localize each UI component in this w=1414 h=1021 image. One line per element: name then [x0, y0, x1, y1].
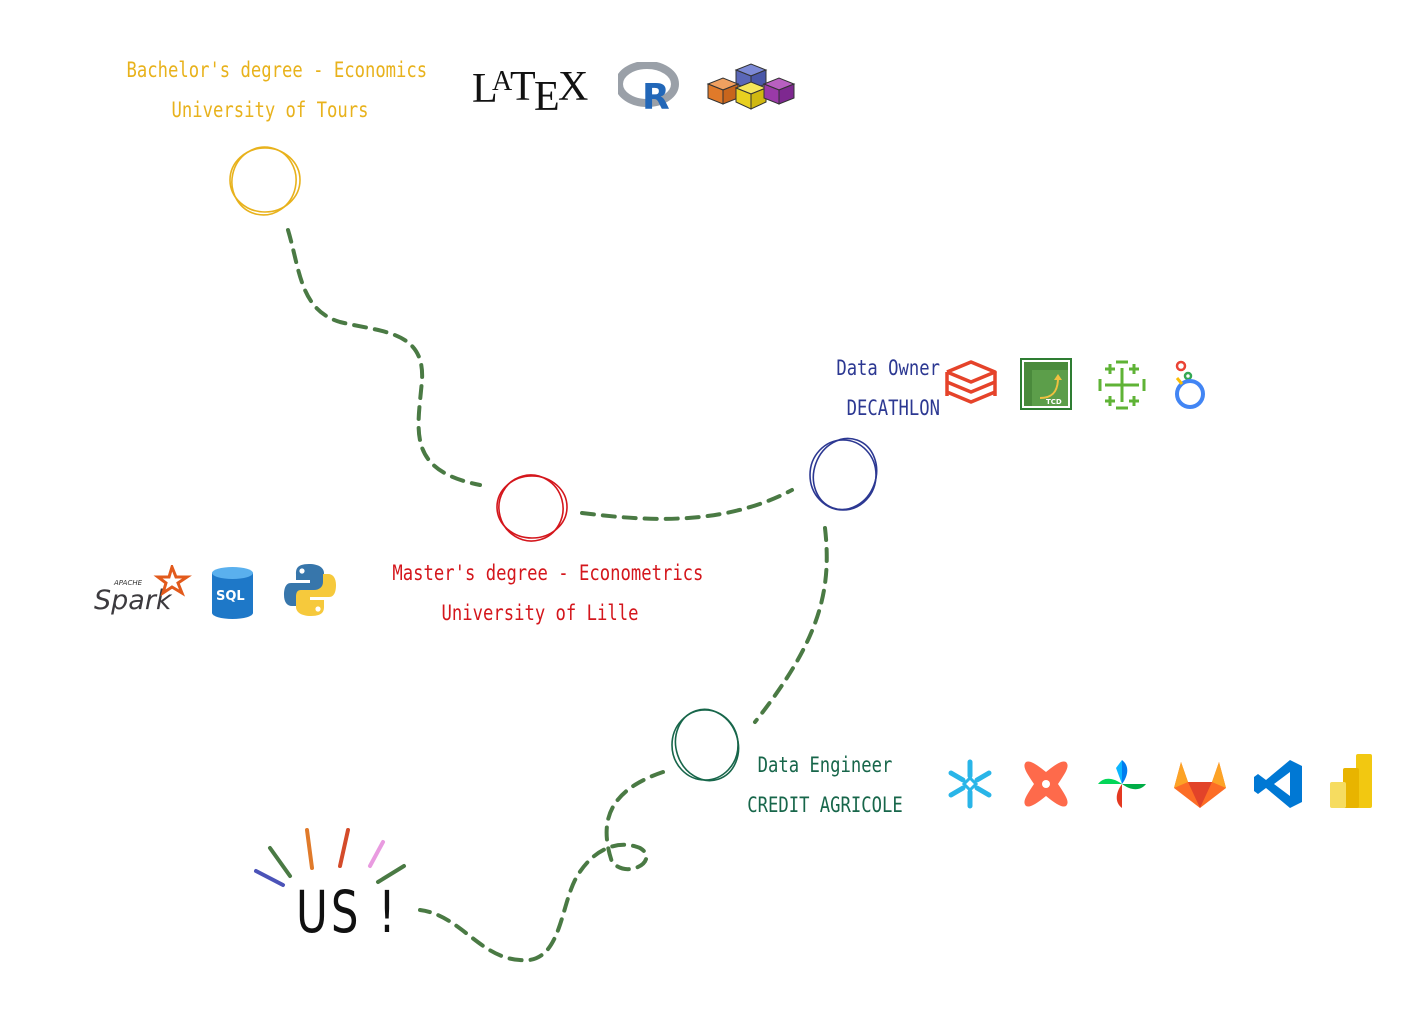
svg-text:E: E	[534, 74, 560, 115]
owner-role: Data Owner	[836, 356, 940, 380]
svg-text:L: L	[472, 66, 498, 112]
gitlab-logo	[1172, 758, 1228, 810]
databricks-logo	[945, 360, 997, 410]
engineer-role: Data Engineer	[757, 753, 893, 777]
milestone-master: Master's degree - Econometrics Universit…	[392, 553, 704, 633]
svg-text:SQL: SQL	[216, 589, 245, 604]
owner-company: DECATHLON	[846, 396, 940, 420]
svg-text:A: A	[492, 66, 513, 97]
looker-logo	[1172, 358, 1208, 414]
master-circle	[496, 474, 568, 542]
latex-logo: L A T E X	[470, 60, 590, 120]
svg-text:R: R	[642, 77, 670, 112]
finale-us: US !	[296, 878, 399, 946]
olap-cubes-icon	[706, 62, 796, 112]
pivot-table-icon: TCD	[1020, 358, 1072, 410]
dbt-logo	[1020, 758, 1072, 810]
bachelor-school: University of Tours	[171, 98, 369, 122]
milestone-bachelor: Bachelor's degree - Economics University…	[126, 50, 428, 130]
path-segment-owner-engineer	[753, 526, 829, 724]
path-segment-engineer-us	[418, 770, 665, 963]
r-logo: R	[615, 61, 680, 118]
python-logo	[282, 562, 338, 618]
powerbi-logo	[1328, 752, 1374, 810]
svg-text:Spark: Spark	[94, 585, 173, 615]
spark-logo: APACHE Spark	[92, 562, 192, 616]
celebration-strokes	[254, 828, 406, 887]
owner-circle	[809, 437, 878, 511]
sql-database-icon: SQL	[210, 565, 255, 620]
milestone-data-engineer: Data Engineer CREDIT AGRICOLE	[747, 745, 903, 825]
vscode-logo	[1252, 758, 1304, 810]
path-segment-bachelor-master	[286, 228, 482, 487]
master-school: University of Lille	[441, 601, 639, 625]
milestone-data-owner: Data Owner DECATHLON	[776, 348, 940, 428]
engineer-company: CREDIT AGRICOLE	[747, 793, 903, 817]
svg-text:APACHE: APACHE	[113, 579, 143, 587]
snowflake-logo	[944, 758, 996, 810]
tableau-logo	[1096, 360, 1148, 410]
svg-text:X: X	[558, 64, 588, 110]
svg-text:T: T	[510, 64, 536, 110]
engineer-circle	[671, 708, 740, 782]
master-degree-title: Master's degree - Econometrics	[392, 561, 704, 585]
bachelor-circle	[229, 146, 301, 216]
svg-text:TCD: TCD	[1046, 398, 1062, 406]
bachelor-degree-title: Bachelor's degree - Economics	[126, 58, 428, 82]
airflow-logo	[1096, 758, 1148, 810]
path-segment-master-owner	[580, 488, 794, 521]
